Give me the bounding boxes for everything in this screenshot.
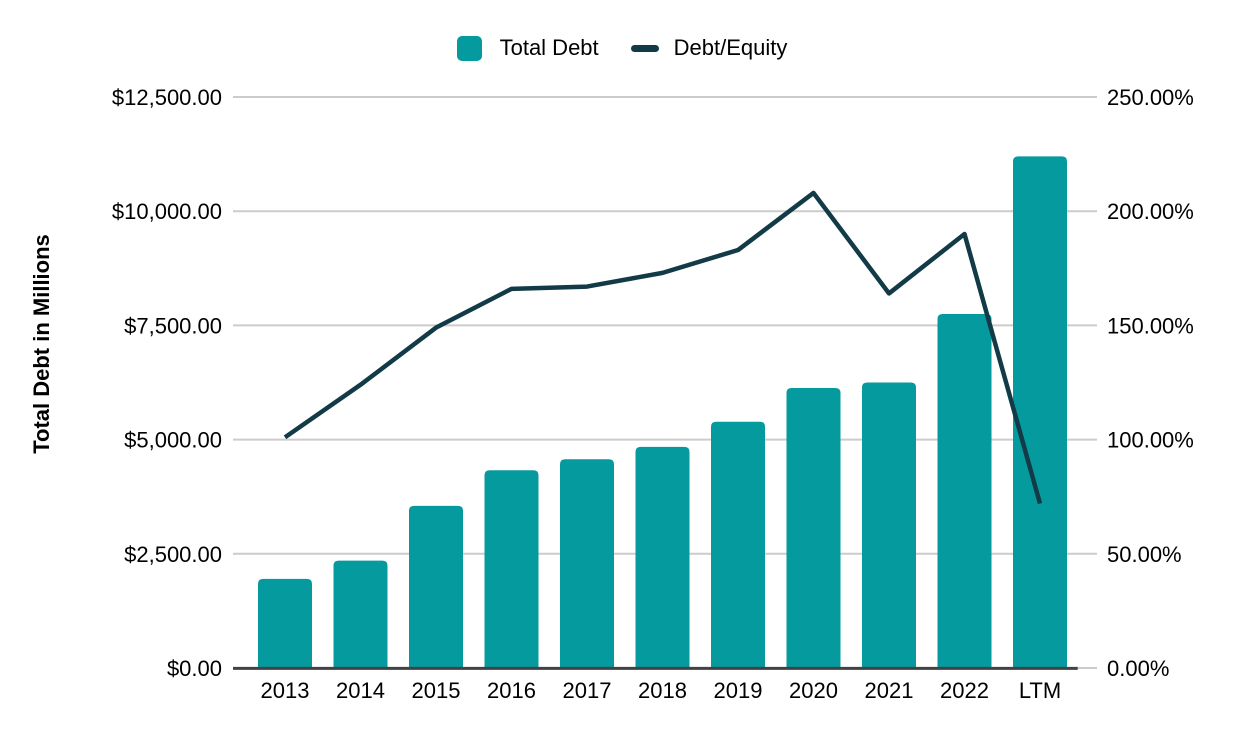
left-axis-tick-label: $10,000.00 [112,199,222,224]
x-axis-label: 2018 [638,678,687,703]
bar-2020 [786,387,841,668]
bar-2021 [862,382,916,668]
left-axis-tick-label: $5,000.00 [124,428,222,453]
x-axis-label: 2016 [487,678,536,703]
legend-label-total-debt: Total Debt [499,35,599,60]
legend-item-debt-equity: Debt/Equity [630,35,788,61]
legend-label-debt-equity: Debt/Equity [673,35,788,60]
left-axis-tick-label: $0.00 [167,656,222,681]
chart-legend: Total Debt Debt/Equity [0,34,1244,62]
x-axis-label: 2017 [563,678,612,703]
right-axis-tick-label: 50.00% [1107,542,1182,567]
debt-equity-line [283,190,1043,505]
total-debt-swatch-icon [456,35,482,61]
x-axis-label: 2014 [336,678,385,703]
x-axis-label: 2019 [714,678,763,703]
bar-2014 [333,560,388,668]
right-axis-tick-label: 200.00% [1107,199,1194,224]
legend-item-total-debt: Total Debt [456,35,599,61]
bar-2019 [711,421,765,668]
right-axis-tick-label: 150.00% [1107,313,1194,338]
bar-2022 [937,313,992,668]
bar-LTM [1013,156,1067,668]
right-axis-tick-label: 100.00% [1107,428,1194,453]
bar-2017 [560,459,614,668]
left-axis-tick-label: $7,500.00 [124,313,222,338]
right-axis-tick-label: 250.00% [1107,85,1194,110]
debt-equity-line-swatch-icon [630,44,659,52]
right-axis-tick-label: 0.00% [1107,656,1169,681]
bar-2018 [635,446,690,668]
x-axis-label: 2013 [261,678,310,703]
x-axis-label: 2022 [940,678,989,703]
left-axis-tick-label: $2,500.00 [124,542,222,567]
x-axis-label: 2020 [789,678,838,703]
x-axis-label: LTM [1019,678,1061,703]
x-axis-label: 2021 [865,678,914,703]
left-axis-tick-label: $12,500.00 [112,85,222,110]
bar-2015 [409,505,463,668]
x-axis-label: 2015 [412,678,461,703]
bar-2013 [258,578,312,668]
bar-2016 [484,470,539,668]
